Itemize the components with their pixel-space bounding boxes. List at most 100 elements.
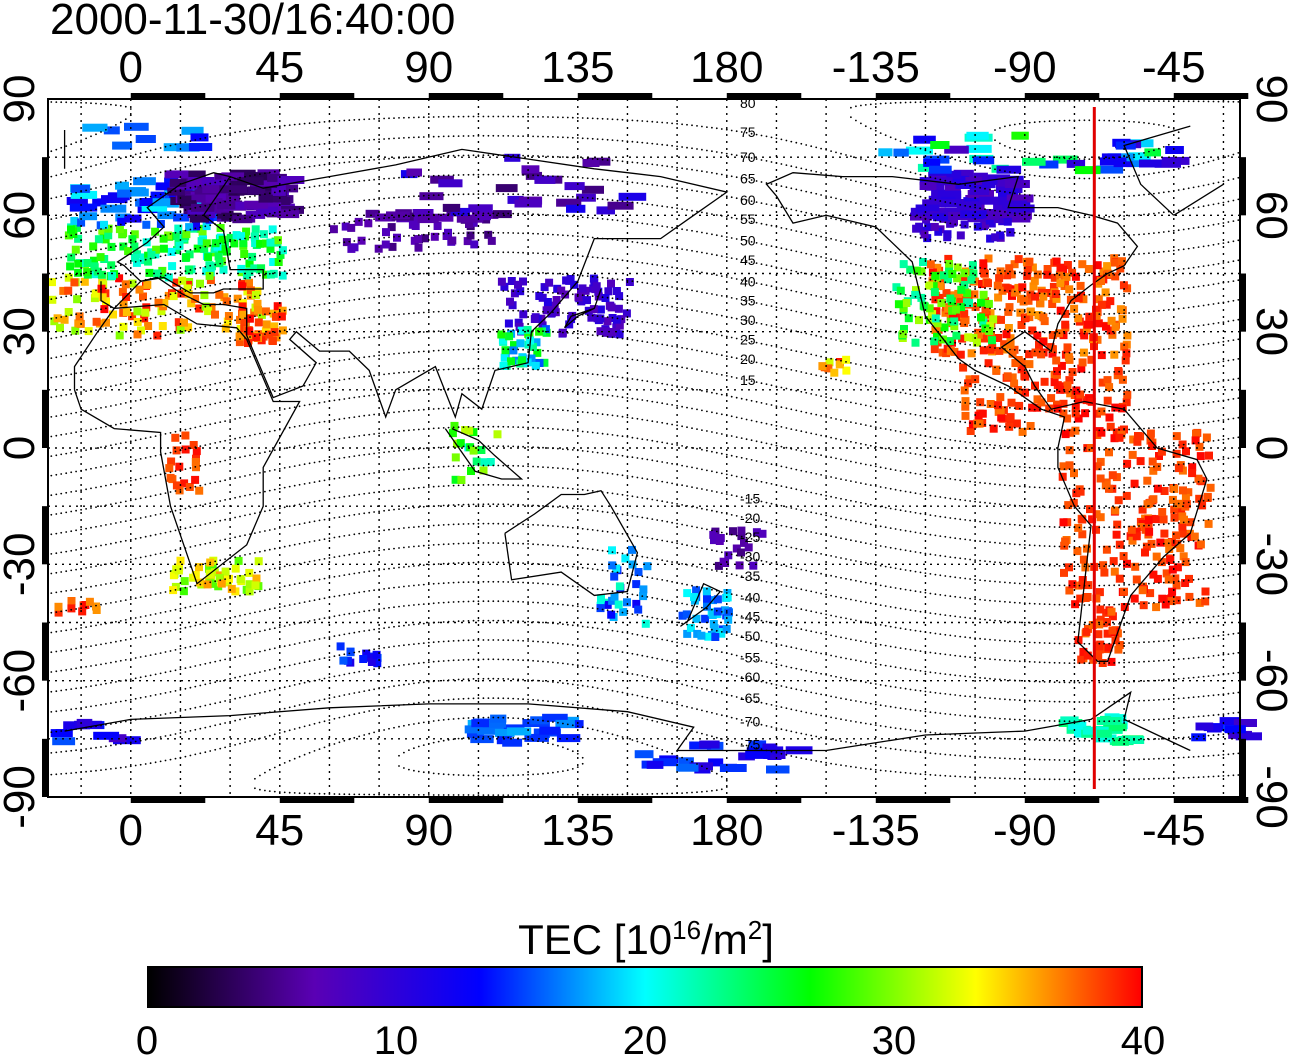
contour-point <box>875 724 877 726</box>
contour-point <box>701 567 703 569</box>
tec-cell <box>239 302 247 310</box>
contour-point <box>895 686 897 688</box>
contour-point <box>542 700 544 702</box>
contour-point <box>1183 737 1185 739</box>
contour-point <box>989 717 991 719</box>
contour-point <box>1019 719 1021 721</box>
contour-point <box>393 646 395 648</box>
contour-point <box>1128 739 1130 741</box>
contour-point <box>160 553 162 555</box>
contour-point <box>378 708 380 710</box>
tec-cell <box>522 165 540 173</box>
contour-point <box>522 738 524 740</box>
contour-point <box>1158 679 1160 681</box>
contour-point <box>726 632 728 634</box>
contour-point <box>398 755 400 757</box>
tec-cell <box>66 262 74 270</box>
contour-point <box>512 659 514 661</box>
contour-point <box>1208 695 1210 697</box>
contour-point <box>1223 733 1225 735</box>
contour-point <box>398 567 400 569</box>
tec-cell <box>177 557 185 565</box>
contour-point <box>55 552 57 554</box>
contour-point <box>1079 662 1081 664</box>
tec-cell <box>1072 387 1080 395</box>
contour-point <box>209 642 211 644</box>
contour-point <box>254 739 256 741</box>
tec-cell <box>1108 317 1116 325</box>
contour-point <box>269 790 271 792</box>
contour-point <box>433 602 435 604</box>
contour-point <box>209 682 211 684</box>
contour-point <box>1218 557 1220 559</box>
contour-point <box>1198 657 1200 659</box>
tec-cell <box>704 633 712 641</box>
contour-point <box>1004 698 1006 700</box>
contour-point <box>964 617 966 619</box>
contour-point <box>170 590 172 592</box>
contour-point <box>1064 759 1066 761</box>
contour-point <box>319 598 321 600</box>
contour-point <box>1213 655 1215 657</box>
tec-cell <box>703 595 711 603</box>
contour-point <box>473 678 475 680</box>
contour-point <box>209 704 211 706</box>
contour-point <box>194 585 196 587</box>
contour-point <box>1069 720 1071 722</box>
contour-point <box>185 647 187 649</box>
contour-point <box>1173 581 1175 583</box>
contour-point <box>825 716 827 718</box>
contour-point <box>517 679 519 681</box>
contour-point <box>954 616 956 618</box>
contour-point <box>130 720 132 722</box>
contour-point <box>1123 778 1125 780</box>
contour-point <box>820 673 822 675</box>
contour-point <box>557 545 559 547</box>
contour-point <box>50 774 52 776</box>
contour-point <box>537 641 539 643</box>
contour-point <box>1188 736 1190 738</box>
contour-point <box>478 794 480 796</box>
tec-cell <box>613 287 621 295</box>
tec-cell <box>451 422 459 430</box>
contour-point <box>70 550 72 552</box>
contour-point <box>289 565 291 567</box>
contour-point <box>1004 562 1006 564</box>
contour-point <box>383 608 385 610</box>
contour-point <box>641 793 643 795</box>
contour-point <box>865 582 867 584</box>
contour-point <box>274 668 276 670</box>
contour-point <box>1118 740 1120 742</box>
contour-point <box>1084 740 1086 742</box>
contour-point <box>597 667 599 669</box>
contour-point <box>1019 622 1021 624</box>
contour-point <box>850 699 852 701</box>
tec-cell <box>470 240 478 248</box>
contour-point <box>557 623 559 625</box>
contour-point <box>398 606 400 608</box>
tec-cell <box>195 487 203 495</box>
contour-point <box>830 717 832 719</box>
contour-point <box>930 573 932 575</box>
contour-point <box>959 675 961 677</box>
contour-point <box>761 748 763 750</box>
contour-point <box>388 529 390 531</box>
tec-cell <box>1020 296 1028 304</box>
contour-point <box>60 591 62 593</box>
contour-point <box>448 679 450 681</box>
contour-point <box>592 627 594 629</box>
tec-cell <box>95 235 103 243</box>
contour-point <box>135 577 137 579</box>
contour-point <box>1004 778 1006 780</box>
contour-point <box>1173 737 1175 739</box>
contour-point <box>885 546 887 548</box>
contour-point <box>502 794 504 796</box>
contour-point <box>408 488 410 490</box>
tec-cell <box>699 741 719 749</box>
contour-point <box>448 504 450 506</box>
tec-cell <box>1074 314 1082 322</box>
contour-point <box>964 558 966 560</box>
contour-point <box>1203 578 1205 580</box>
contour-point <box>512 562 514 564</box>
contour-point <box>1193 638 1195 640</box>
